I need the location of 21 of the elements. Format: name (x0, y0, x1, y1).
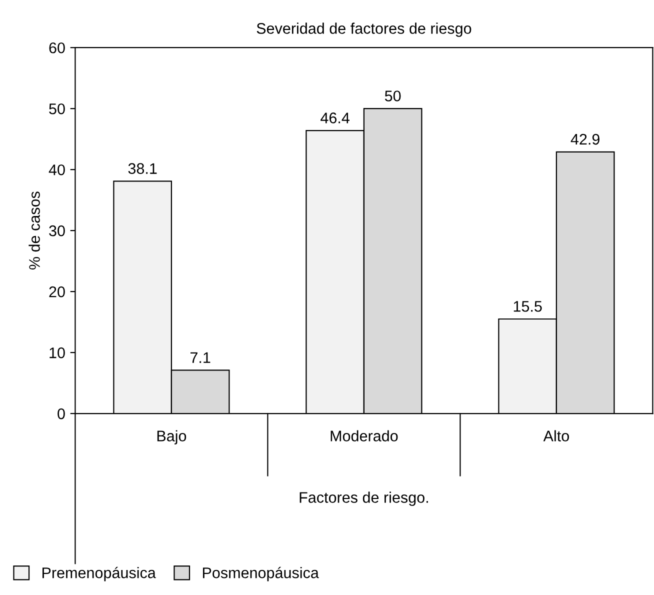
data-label: 42.9 (570, 134, 600, 145)
data-label: 38.1 (128, 163, 157, 174)
y-axis-title: % de casos (28, 192, 40, 270)
y-tick-label: 60 (49, 42, 65, 54)
data-label: 46.4 (320, 112, 350, 124)
x-tick-label: Alto (543, 430, 569, 442)
y-tick-label: 20 (49, 286, 65, 298)
legend-label: Premenopáusica (42, 566, 156, 582)
legend-label: Posmenopáusica (202, 566, 319, 582)
y-tick-label: 10 (50, 347, 65, 358)
data-label: 50 (384, 90, 401, 102)
x-axis-title: Factores de riesgo. (300, 492, 428, 506)
chart-title: Severidad de factores de riesgo (256, 22, 472, 37)
data-label: 15.5 (514, 301, 542, 312)
x-tick-label: Bajo (157, 430, 186, 444)
y-tick-label: 30 (49, 225, 65, 236)
x-tick-label: Moderado (330, 430, 398, 442)
y-tick-label: 40 (48, 164, 65, 176)
y-tick-label: 0 (58, 408, 65, 420)
y-tick-label: 50 (49, 103, 65, 114)
data-label: 7.1 (190, 352, 210, 363)
